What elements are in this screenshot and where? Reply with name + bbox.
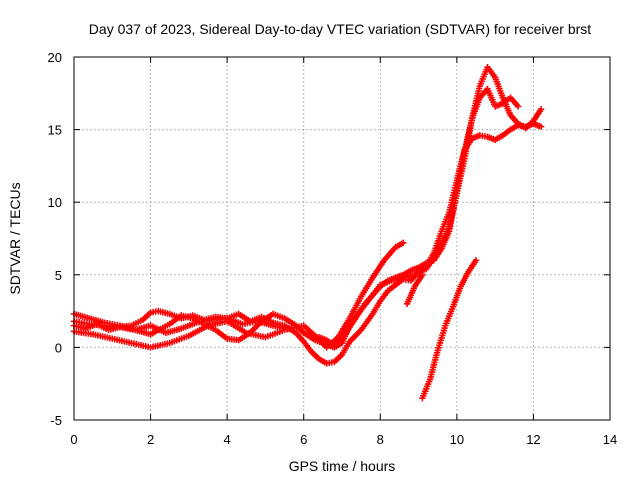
y-tick-label: 20 <box>48 50 62 65</box>
x-tick-label: 14 <box>603 432 617 447</box>
x-axis-label: GPS time / hours <box>289 458 396 474</box>
series-7 <box>419 257 480 402</box>
series-4 <box>315 85 522 350</box>
data-point <box>419 271 426 278</box>
series-5 <box>70 315 288 337</box>
axis-ticks <box>73 56 611 421</box>
x-tick-label: 12 <box>526 432 540 447</box>
data-point <box>400 239 407 247</box>
tick-labels: 0 2 4 6 8 10 12 14 -5 0 5 10 15 20 <box>48 50 618 447</box>
data-point <box>514 103 522 110</box>
series-6 <box>403 271 426 308</box>
grid <box>74 57 610 420</box>
data-point <box>472 257 480 264</box>
y-tick-label: 10 <box>48 195 62 210</box>
data-points <box>70 63 545 402</box>
x-tick-label: 4 <box>224 432 231 447</box>
y-tick-label: 0 <box>55 340 62 355</box>
chart-title: Day 037 of 2023, Sidereal Day-to-day VTE… <box>89 21 591 37</box>
x-tick-label: 0 <box>70 432 77 447</box>
y-tick-label: -5 <box>50 413 62 428</box>
x-tick-label: 2 <box>147 432 154 447</box>
data-point <box>281 325 288 332</box>
data-point <box>537 123 545 130</box>
y-axis-label: SDTVAR / TECUs <box>7 182 23 294</box>
data-point <box>537 106 545 113</box>
x-tick-label: 8 <box>377 432 384 447</box>
x-tick-label: 6 <box>300 432 307 447</box>
x-tick-label: 10 <box>450 432 464 447</box>
y-tick-label: 15 <box>48 123 62 138</box>
plot-frame <box>73 56 611 421</box>
y-tick-label: 5 <box>55 268 62 283</box>
